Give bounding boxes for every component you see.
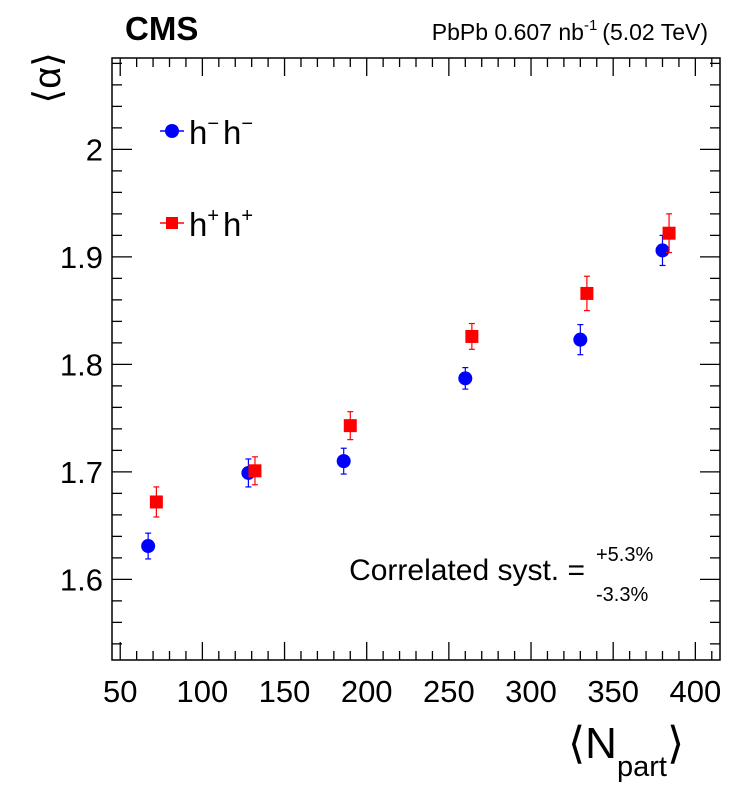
syst-lower: -3.3% (596, 584, 648, 606)
x-tick-labels: 50 100 150 200 250 300 350 400 (103, 674, 721, 709)
y-tick-label: 2 (86, 132, 103, 167)
data-point (573, 332, 588, 347)
series-hphp (149, 213, 676, 518)
legend-marker-hphp (166, 217, 178, 229)
legend-label-hphp: h+ h+ (189, 205, 253, 243)
x-tick-label: 300 (505, 674, 557, 709)
data-point (336, 454, 351, 469)
data-point (655, 243, 670, 258)
series-hmhm (141, 234, 670, 560)
data-point (662, 226, 676, 240)
y-tick-labels: 1.6 1.7 1.8 1.9 2 (60, 132, 103, 597)
syst-label: Correlated syst. = (349, 554, 585, 587)
data-point (149, 495, 163, 509)
y-axis-title: ⟨α⟩ (27, 52, 69, 104)
axis-ticks (112, 58, 720, 660)
x-tick-label: 50 (103, 674, 137, 709)
syst-upper: +5.3% (596, 544, 653, 566)
dataset-label: PbPb 0.607 nb-1 (5.02 TeV) (432, 17, 708, 45)
legend: h− h− h+ h+ (160, 113, 253, 243)
x-axis-title: ⟨Npart⟩ (568, 719, 684, 783)
experiment-label: CMS (125, 10, 198, 47)
x-tick-label: 200 (341, 674, 393, 709)
y-tick-label: 1.8 (60, 347, 103, 382)
data-point (580, 286, 594, 300)
x-tick-label: 400 (669, 674, 721, 709)
legend-label-hmhm: h− h− (189, 113, 253, 151)
data-series (141, 213, 676, 560)
data-point (141, 539, 156, 554)
data-point (458, 371, 473, 386)
dataset-exponent: -1 (584, 17, 597, 34)
data-point (248, 464, 262, 478)
y-tick-label: 1.9 (60, 240, 103, 275)
data-point (343, 419, 357, 433)
x-tick-label: 250 (423, 674, 475, 709)
legend-marker-hmhm (165, 124, 179, 138)
y-tick-label: 1.6 (60, 562, 103, 597)
x-tick-label: 350 (587, 674, 639, 709)
x-tick-label: 100 (177, 674, 229, 709)
x-tick-label: 150 (259, 674, 311, 709)
legend-entry-hphp: h+ h+ (160, 205, 253, 243)
dataset-prefix: PbPb 0.607 nb (432, 19, 584, 45)
data-point (465, 329, 479, 343)
dataset-energy: (5.02 TeV) (602, 19, 708, 45)
legend-entry-hmhm: h− h− (160, 113, 253, 151)
y-tick-label: 1.7 (60, 455, 103, 490)
